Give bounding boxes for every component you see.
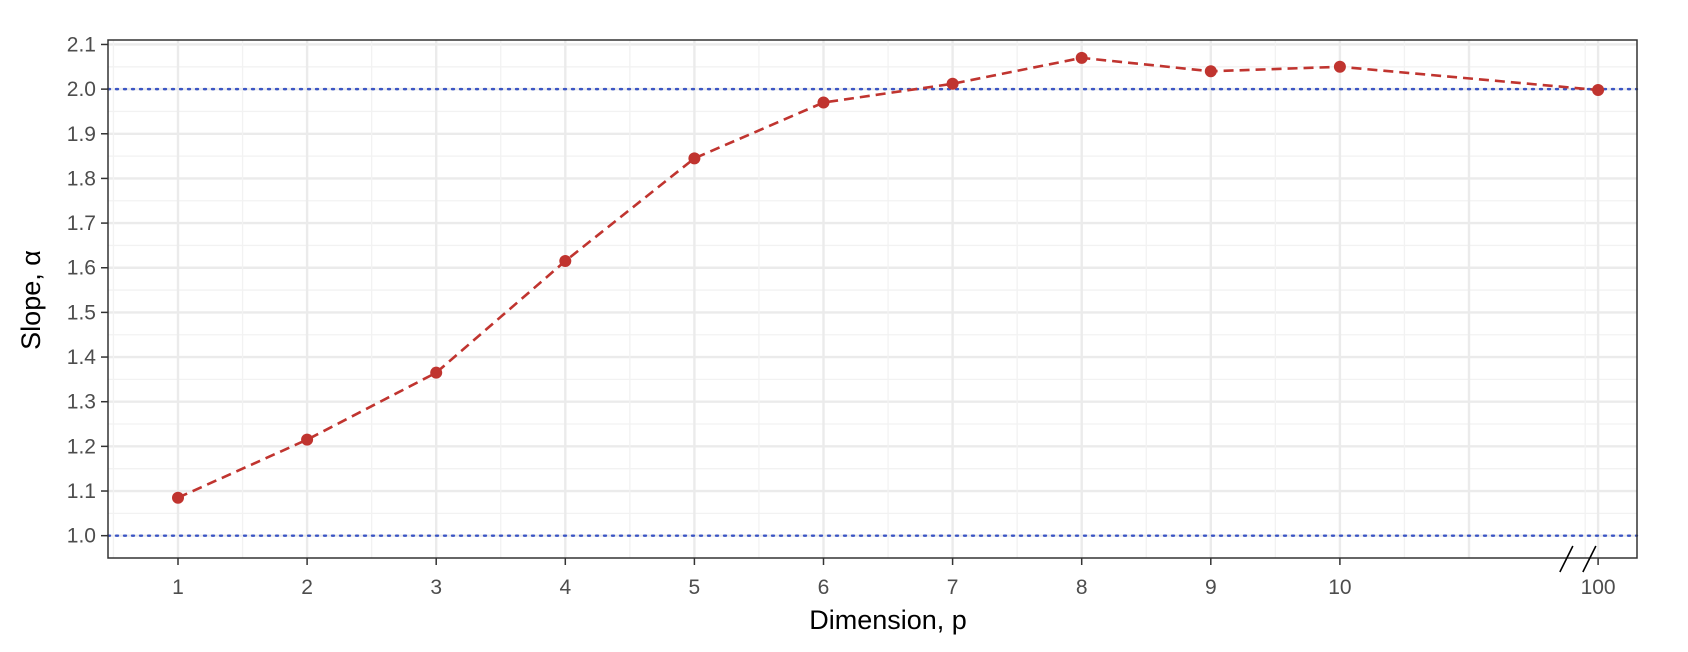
data-point [1075, 51, 1088, 64]
plot-frame [107, 39, 1638, 559]
x-tick-label: 2 [301, 576, 313, 599]
x-tick-label: 9 [1205, 576, 1217, 599]
y-tick-label: 1.4 [67, 346, 97, 369]
data-point [301, 433, 314, 446]
y-axis: 1.0 1.1 1.2 1.3 1.4 1.5 1.6 1.7 1.8 1.9 2.0 2.1 [67, 33, 108, 548]
data-point [172, 491, 184, 504]
x-tick-label: 6 [818, 576, 830, 599]
x-tick-label: 8 [1076, 576, 1088, 599]
axis-break-mark [1559, 545, 1574, 573]
x-tick-label: 1 [172, 576, 184, 599]
x-tick-label: 5 [689, 576, 701, 599]
data-point [1204, 65, 1217, 78]
reference-lines [106, 87, 1639, 537]
x-tick-label: 7 [947, 576, 959, 599]
y-axis-title: Slope, α [16, 250, 46, 350]
y-tick-label: 1.0 [67, 525, 96, 548]
data-point [1333, 60, 1346, 73]
x-tick-label: 10 [1328, 576, 1351, 599]
panel-border [107, 39, 1638, 559]
data-point [817, 96, 830, 109]
y-tick-label: 1.5 [67, 301, 96, 324]
x-tick-label: 100 [1581, 576, 1616, 599]
y-tick-label: 1.7 [67, 212, 96, 235]
data-point [1592, 84, 1605, 97]
y-tick-label: 1.1 [67, 480, 96, 503]
y-tick-label: 1.8 [67, 167, 96, 190]
y-tick-label: 1.9 [67, 123, 96, 146]
y-tick-label: 2.0 [67, 78, 96, 101]
plot-background [108, 40, 1637, 558]
x-axis-title: Dimension, p [809, 605, 967, 635]
y-tick-label: 1.3 [67, 391, 96, 414]
x-tick-label: 3 [430, 576, 442, 599]
x-axis: 1 2 3 4 5 6 7 8 9 10 100 [172, 545, 1616, 599]
data-series [172, 51, 1605, 504]
data-point [559, 255, 572, 268]
y-tick-label: 1.6 [67, 257, 96, 280]
axis-break-mark [1582, 545, 1597, 573]
data-point [430, 366, 443, 379]
data-point [946, 77, 959, 90]
data-point [688, 152, 701, 165]
y-tick-label: 2.1 [67, 33, 96, 56]
grid [108, 40, 1637, 558]
y-tick-label: 1.2 [67, 435, 96, 458]
x-tick-label: 4 [559, 576, 571, 599]
